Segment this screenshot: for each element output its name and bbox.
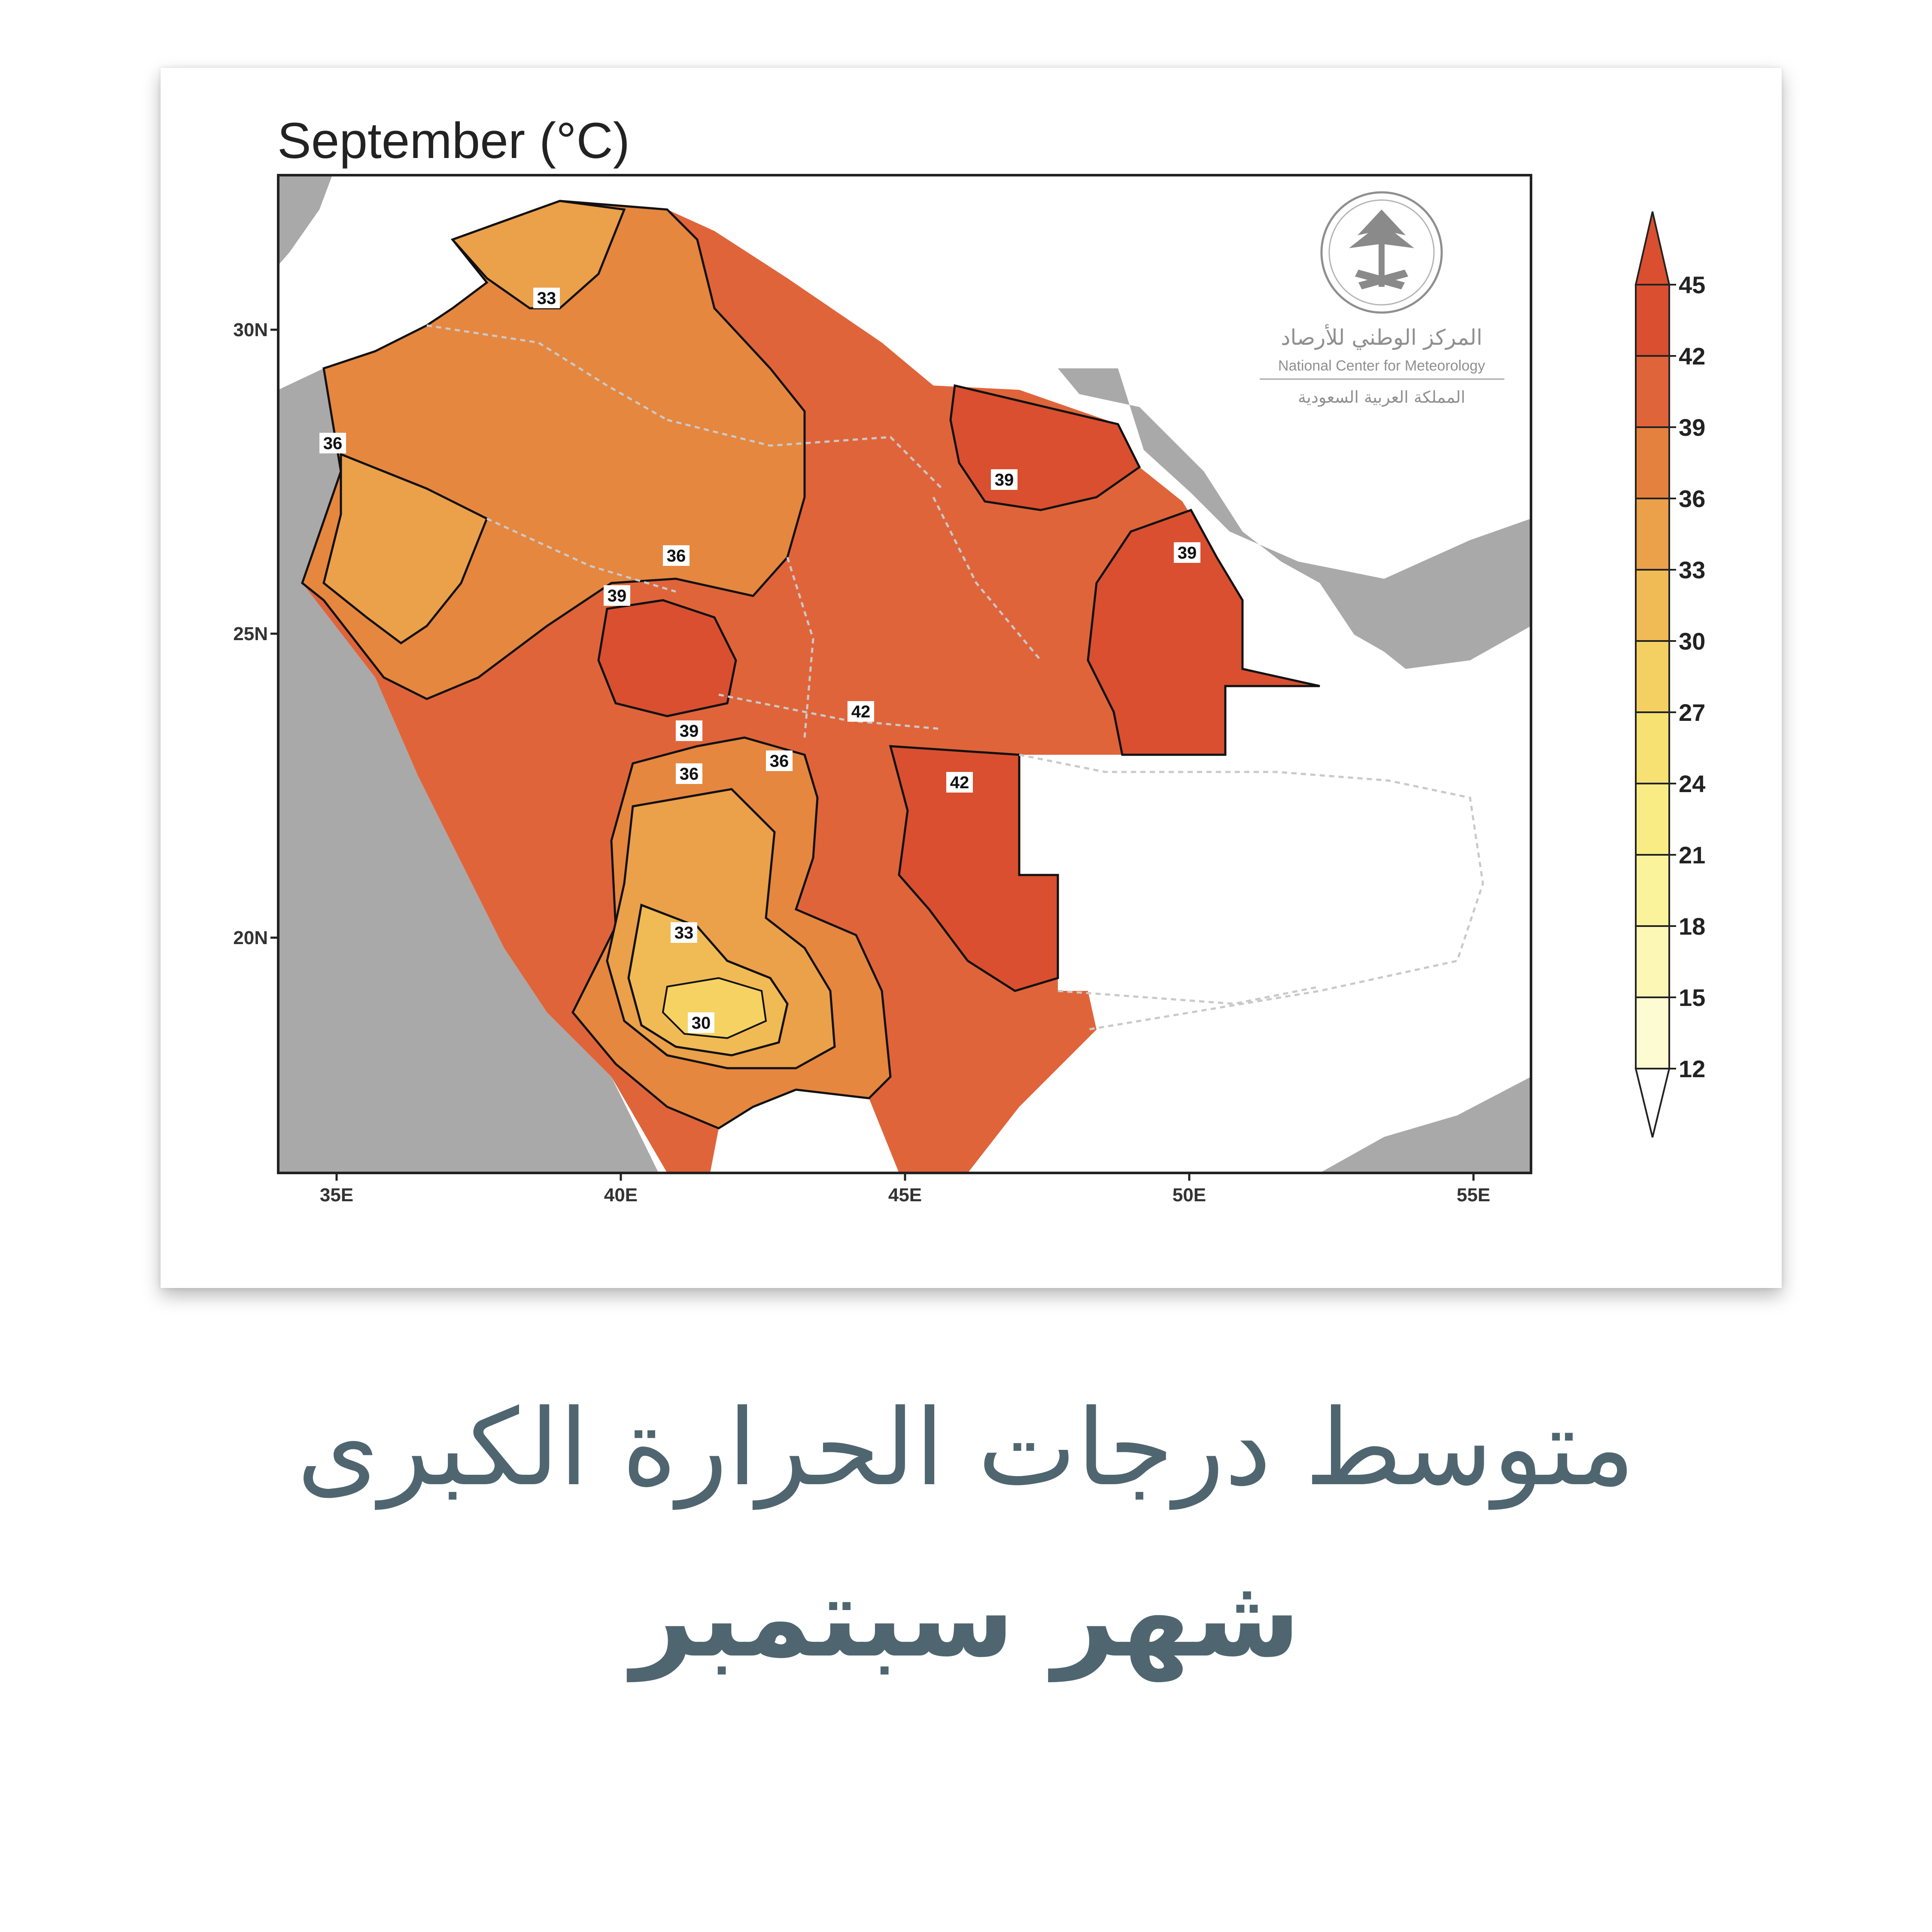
- colorbar-segment: [1635, 284, 1670, 357]
- colorbar-max-arrow: [1634, 211, 1671, 286]
- contour-label: 39: [676, 720, 702, 741]
- contour-label: 42: [946, 772, 973, 793]
- colorbar-tick-label: 15: [1679, 984, 1705, 1011]
- colorbar-tick-label: 39: [1679, 414, 1705, 441]
- svg-text:33: 33: [537, 289, 556, 308]
- colorbar-segment: [1635, 355, 1670, 428]
- colorbar: 45 42 39 36 33 30 27 24 21 18 15 12: [1634, 211, 1705, 1138]
- map-title: September (°C): [277, 112, 630, 169]
- colorbar-tick-label: 18: [1679, 913, 1705, 940]
- lon-label: 35E: [320, 1185, 353, 1206]
- map-frame-content: 33 36 36 39 39 39 42 39 36 36 42 33 30: [278, 175, 1531, 1173]
- lat-label: 30N: [233, 319, 268, 340]
- contour-labels: 33 36 36 39 39 39 42 39 36 36 42 33 30: [319, 288, 1200, 1033]
- warm-cell-east: [1087, 508, 1320, 756]
- svg-text:39: 39: [995, 471, 1014, 489]
- map-card: September (°C): [161, 68, 1782, 1288]
- svg-text:42: 42: [851, 702, 871, 721]
- ncm-logo: المركز الوطني للأرصاد National Center fo…: [1260, 191, 1504, 407]
- caption-title: متوسط درجات الحرارة الكبرى: [297, 1387, 1635, 1509]
- colorbar-min-arrow: [1634, 1068, 1671, 1138]
- contour-label: 39: [991, 469, 1018, 490]
- colorbar-segment: [1635, 925, 1670, 998]
- lon-label: 45E: [888, 1185, 922, 1206]
- colorbar-tick-label: 33: [1679, 556, 1705, 583]
- svg-text:36: 36: [770, 752, 789, 771]
- contour-label: 33: [533, 288, 560, 308]
- contour-label: 36: [663, 545, 690, 566]
- svg-text:33: 33: [674, 923, 694, 942]
- regional-borders: [426, 324, 1484, 1031]
- colorbar-segment: [1635, 783, 1670, 856]
- colorbar-tick-label: 30: [1679, 628, 1705, 655]
- africa-coast-land: [278, 368, 659, 1173]
- somalia-land: [1320, 1077, 1531, 1173]
- colorbar-tick-label: 36: [1679, 485, 1705, 512]
- qatar-peninsula: [1247, 596, 1277, 665]
- temperature-map: September (°C): [233, 112, 1705, 1206]
- colorbar-tick-label: 12: [1679, 1055, 1705, 1082]
- svg-text:39: 39: [608, 586, 627, 605]
- colorbar-tick-label: 42: [1679, 343, 1705, 370]
- warm-cell-south: [889, 745, 1059, 992]
- svg-text:30: 30: [692, 1014, 711, 1033]
- caption-month: شهر سبتمبر: [631, 1554, 1301, 1682]
- colorbar-segment: [1635, 498, 1670, 571]
- colorbar-tick-label: 27: [1679, 699, 1705, 726]
- colorbar-tick-label: 21: [1679, 841, 1705, 869]
- egypt-sudan-land: [278, 175, 332, 265]
- colorbar-segment: [1635, 711, 1670, 784]
- iran-land: [1058, 368, 1531, 669]
- svg-text:36: 36: [680, 765, 699, 784]
- colorbar-segment: [1635, 426, 1670, 499]
- svg-text:National Center for Meteorolog: National Center for Meteorology: [1278, 358, 1485, 374]
- palm-emblem-icon: [1349, 210, 1414, 289]
- svg-text:36: 36: [667, 547, 686, 565]
- contour-label: 36: [319, 433, 346, 453]
- colorbar-segment: [1635, 996, 1670, 1069]
- contour-label: 30: [688, 1012, 714, 1033]
- cool-33-northwest: [322, 453, 489, 645]
- latitude-axis: 30N 25N 20N: [233, 319, 278, 948]
- contour-label: 42: [848, 701, 874, 722]
- longitude-axis: 35E 40E 45E 50E 55E: [320, 1173, 1490, 1206]
- colorbar-segment: [1635, 640, 1670, 713]
- lon-label: 40E: [604, 1185, 638, 1206]
- lat-label: 25N: [233, 623, 268, 644]
- contour-label: 36: [766, 750, 793, 771]
- svg-text:المملكة العربية السعودية: المملكة العربية السعودية: [1298, 388, 1465, 407]
- svg-text:36: 36: [323, 434, 343, 453]
- colorbar-segment: [1635, 569, 1670, 642]
- warm-cell-central: [597, 599, 737, 717]
- colorbar-tick-label: 24: [1679, 770, 1705, 797]
- colorbar-segment: [1635, 854, 1670, 927]
- svg-text:المركز الوطني للأرصاد: المركز الوطني للأرصاد: [1281, 324, 1482, 350]
- cool-33-north: [450, 200, 626, 310]
- svg-text:42: 42: [950, 773, 969, 792]
- lat-label: 20N: [233, 927, 268, 948]
- contour-label: 33: [671, 922, 697, 943]
- svg-text:39: 39: [1178, 544, 1197, 562]
- lon-label: 55E: [1457, 1185, 1490, 1206]
- svg-text:39: 39: [680, 722, 699, 741]
- lon-label: 50E: [1173, 1185, 1206, 1206]
- colorbar-tick-label: 45: [1679, 271, 1705, 298]
- contour-label: 39: [1174, 542, 1200, 563]
- contour-label: 36: [676, 763, 702, 784]
- contour-label: 39: [604, 585, 630, 606]
